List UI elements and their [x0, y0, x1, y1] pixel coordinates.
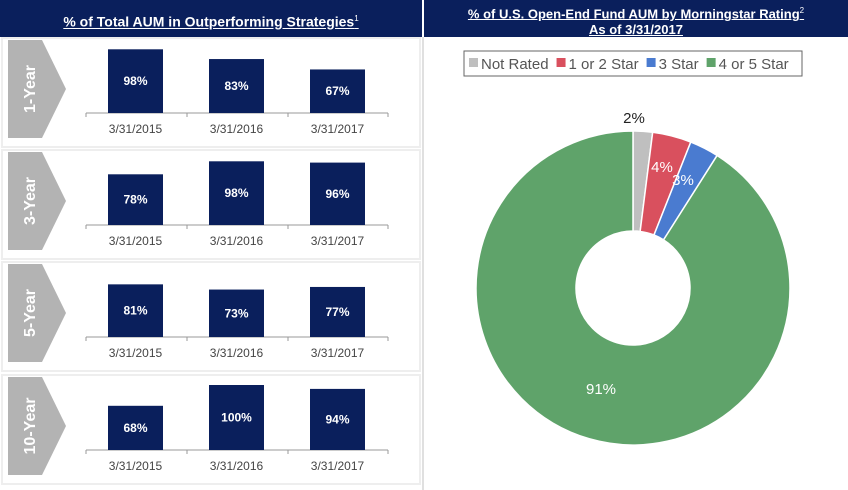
- bar: [209, 385, 264, 450]
- bar-value-label: 81%: [123, 304, 147, 318]
- legend-swatch: [469, 58, 478, 67]
- bar: [209, 59, 264, 113]
- bar-value-label: 96%: [325, 187, 349, 201]
- title-text: % of U.S. Open-End Fund AUM by Morningst…: [467, 6, 800, 22]
- right-panel-title: % of U.S. Open-End Fund AUM by Morningst…: [424, 0, 848, 37]
- period-chevron: [8, 264, 66, 362]
- bar: [108, 284, 163, 337]
- bar: [310, 286, 365, 337]
- bar-value-label: 100%: [221, 411, 252, 425]
- bar-value-label: 67%: [325, 84, 349, 98]
- x-tick-label: 3/31/2017: [311, 346, 365, 360]
- period-label: 3-Year: [22, 177, 39, 225]
- legend-label: 1 or 2 Star: [569, 56, 639, 73]
- period-chevron: [8, 40, 66, 138]
- bar-value-label: 98%: [123, 74, 147, 88]
- slice-label: 4%: [651, 159, 673, 176]
- bar-value-label: 78%: [123, 193, 147, 207]
- period-label: 5-Year: [22, 289, 39, 337]
- row-frame: [1, 149, 421, 260]
- slice-label: 3%: [672, 172, 694, 189]
- bar-value-label: 77%: [325, 305, 349, 319]
- bar: [209, 161, 264, 225]
- bar-value-label: 83%: [224, 79, 248, 93]
- period-chevron: [8, 377, 66, 475]
- legend-box: [463, 50, 803, 77]
- x-tick-label: 3/31/2017: [311, 234, 365, 248]
- bar-value-label: 98%: [224, 186, 248, 200]
- period-label: 10-Year: [22, 398, 39, 455]
- bar: [310, 388, 365, 450]
- legend-label: Not Rated: [481, 56, 549, 73]
- title-text: % of Total AUM in Outperforming Strategi…: [63, 13, 355, 30]
- x-tick-label: 3/31/2015: [109, 122, 163, 136]
- legend-swatch: [556, 58, 566, 67]
- x-tick-label: 3/31/2017: [311, 459, 365, 473]
- x-tick-label: 3/31/2015: [109, 459, 163, 473]
- donut-slice: [475, 130, 791, 446]
- row-frame: [1, 261, 421, 372]
- period-label: 1-Year: [22, 65, 39, 113]
- subtitle: As of 3/31/2017: [589, 22, 683, 38]
- bar: [310, 69, 365, 113]
- legend-swatch: [646, 58, 656, 67]
- bar: [310, 162, 365, 225]
- x-tick-label: 3/31/2016: [210, 346, 264, 360]
- x-tick-label: 3/31/2016: [210, 122, 264, 136]
- x-tick-label: 3/31/2015: [109, 234, 163, 248]
- bar: [108, 405, 163, 450]
- bar-value-label: 73%: [224, 306, 248, 320]
- footnote-marker: 1: [354, 14, 359, 23]
- slice-label: 2%: [623, 110, 645, 127]
- bar: [209, 289, 264, 337]
- left-panel-title: % of Total AUM in Outperforming Strategi…: [0, 0, 422, 37]
- legend-label: 4 or 5 Star: [719, 56, 789, 73]
- x-tick-label: 3/31/2015: [109, 346, 163, 360]
- legend-label: 3 Star: [659, 56, 699, 73]
- x-tick-label: 3/31/2016: [210, 234, 264, 248]
- row-frame: [1, 374, 421, 485]
- period-chevron: [8, 152, 66, 250]
- slice-label: 91%: [586, 381, 616, 398]
- footnote-marker: 2: [799, 6, 805, 15]
- bar-value-label: 68%: [123, 421, 147, 435]
- row-frame: [1, 37, 421, 148]
- bar: [108, 174, 163, 225]
- legend-swatch: [706, 58, 716, 67]
- bar-value-label: 94%: [325, 412, 349, 426]
- bar: [108, 49, 163, 113]
- x-tick-label: 3/31/2017: [311, 122, 365, 136]
- x-tick-label: 3/31/2016: [210, 459, 264, 473]
